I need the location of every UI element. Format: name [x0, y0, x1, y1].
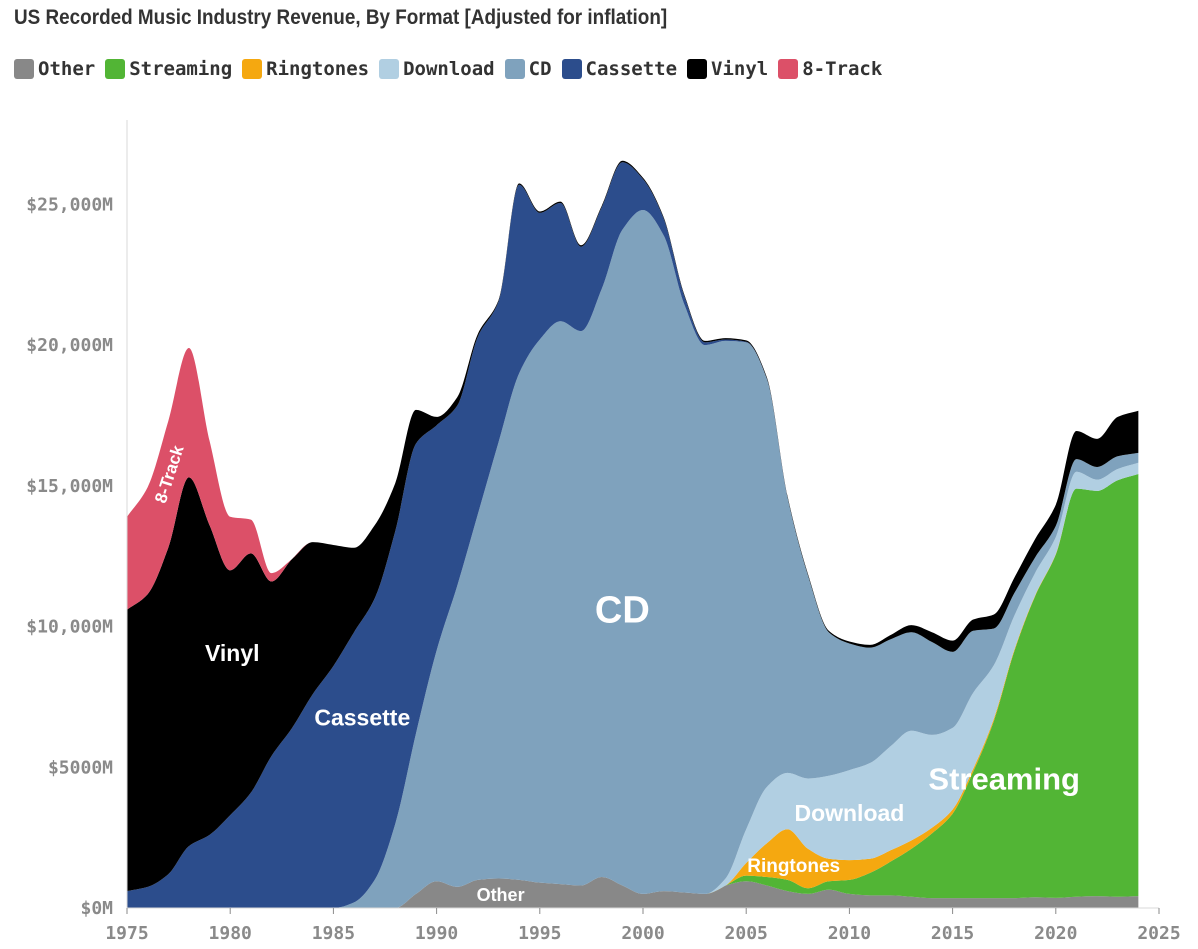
x-tick-label: 2010 [828, 923, 871, 944]
area-streaming [127, 474, 1139, 908]
legend-label: Other [38, 58, 96, 80]
legend-swatch [504, 59, 525, 79]
x-axis-ticks: 1975 1980 1985 1990 1995 2000 2005 2010 2015 2020… [105, 908, 1181, 944]
legend-item-cassette: Cassette [561, 58, 678, 80]
x-tick-label: 2005 [725, 923, 768, 944]
y-tick-label: $25,000M [26, 194, 113, 215]
legend-swatch [379, 59, 400, 79]
x-tick-label: 2000 [621, 923, 664, 944]
x-tick-label: 2020 [1034, 923, 1077, 944]
legend-label: Streaming [129, 58, 233, 80]
x-tick-label: 1985 [312, 923, 355, 944]
legend-label: Vinyl [711, 58, 769, 80]
legend-item-ringtones: Ringtones [242, 58, 369, 80]
area-other [127, 877, 1139, 908]
x-tick-label: 1990 [415, 923, 458, 944]
x-tick-label: 1980 [209, 923, 252, 944]
legend-item-streaming: Streaming [105, 58, 232, 80]
chart-legend: Other Streaming Ringtones Download CD Cassett… [14, 58, 892, 80]
legend-item-cd: CD [504, 58, 552, 80]
area-download [127, 462, 1139, 908]
area-cassette [127, 162, 1139, 908]
area-label-ringtones: Ringtones [747, 856, 840, 877]
chart-title: US Recorded Music Industry Revenue, By F… [14, 6, 668, 29]
y-tick-label: $0M [80, 898, 113, 919]
area-cd [127, 210, 1139, 908]
x-tick-label: 2025 [1137, 923, 1180, 944]
legend-label: 8-Track [802, 58, 883, 80]
area-label-streaming: Streaming [928, 762, 1080, 797]
area-label-other: Other [477, 885, 525, 905]
legend-swatch [14, 59, 34, 79]
y-tick-label: $20,000M [26, 335, 113, 356]
legend-swatch [105, 59, 126, 79]
y-tick-label: $5000M [48, 757, 113, 778]
x-tick-label: 2015 [931, 923, 974, 944]
stacked-areas [127, 160, 1139, 908]
legend-item-vinyl: Vinyl [687, 58, 768, 80]
legend-item-download: Download [379, 58, 495, 80]
y-tick-label: $15,000M [26, 476, 113, 497]
legend-label: Ringtones [266, 58, 370, 80]
legend-item-other: Other [14, 58, 95, 80]
x-tick-label: 1995 [518, 923, 561, 944]
y-axis-ticks: $0M $5000M $10,000M $15,000M $20,000M $25,000… [26, 194, 113, 919]
legend-swatch [778, 59, 799, 79]
area-label-vinyl: Vinyl [205, 640, 260, 666]
x-tick-label: 1975 [105, 923, 148, 944]
area-label-cd: CD [595, 590, 650, 632]
legend-label: CD [528, 58, 552, 80]
area-label-download: Download [794, 800, 904, 826]
area-labels: 8-TrackVinylCassetteCDDownloadRingtonesS… [151, 443, 1080, 905]
legend-item-8-track: 8-Track [778, 58, 882, 80]
area-label-cassette: Cassette [314, 705, 410, 731]
legend-label: Download [403, 58, 495, 80]
legend-swatch [561, 59, 582, 79]
y-tick-label: $10,000M [26, 617, 113, 638]
legend-label: Cassette [585, 58, 678, 80]
legend-swatch [687, 59, 708, 79]
legend-swatch [242, 59, 263, 79]
